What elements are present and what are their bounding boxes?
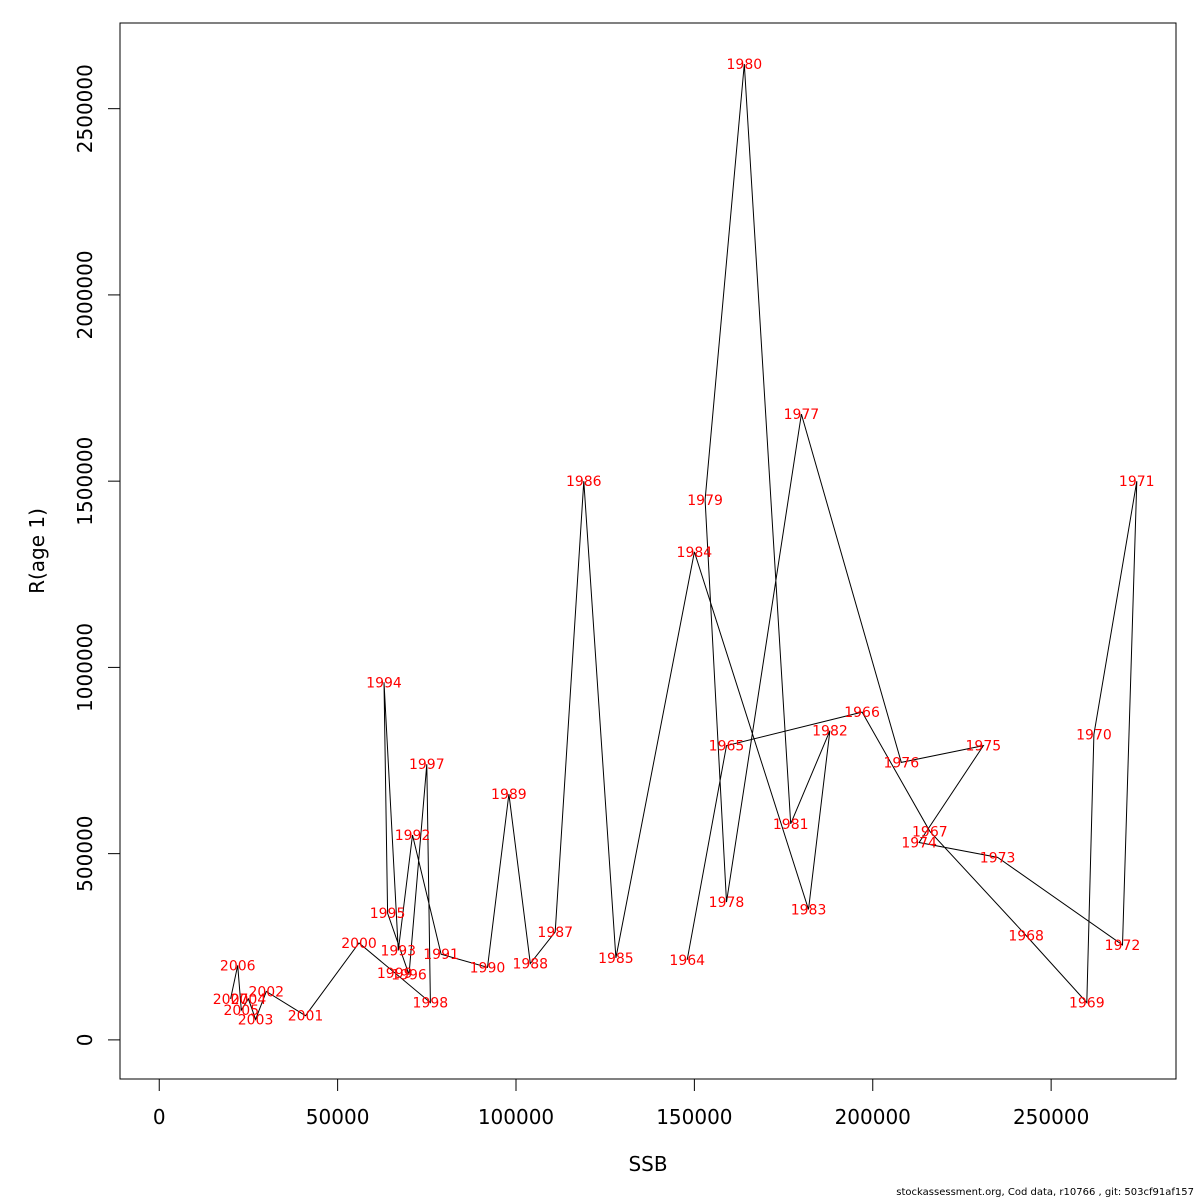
point-label-1988: 1988 (512, 957, 548, 973)
point-label-1994: 1994 (366, 675, 402, 691)
point-label-1984: 1984 (677, 545, 713, 561)
point-label-1995: 1995 (370, 906, 406, 922)
point-label-1974: 1974 (901, 835, 937, 851)
point-label-1968: 1968 (1008, 929, 1044, 945)
y-axis: 0 500000 1000000 1500000 2000000 2500000 (73, 64, 121, 1047)
point-label-1977: 1977 (784, 407, 820, 423)
point-labels: 1964 1965 1966 1967 1968 1969 1970 1971 1972 1973… (213, 57, 1155, 1028)
y-axis-title: R(age 1) (25, 508, 49, 594)
point-label-2001: 2001 (288, 1009, 324, 1025)
point-label-1966: 1966 (844, 705, 880, 721)
series-line (230, 63, 1138, 1021)
footer-credit: stockassessment.org, Cod data, r10766 , … (896, 1187, 1194, 1198)
point-label-1978: 1978 (709, 895, 745, 911)
point-label-1985: 1985 (598, 951, 634, 967)
x-tick-label: 150000 (656, 1105, 732, 1129)
point-label-2000: 2000 (341, 936, 377, 952)
point-label-2004: 2004 (231, 992, 267, 1008)
point-label-1996: 1996 (391, 968, 427, 984)
point-label-1976: 1976 (883, 755, 919, 771)
point-label-2007: 2007 (213, 992, 249, 1008)
point-label-2006: 2006 (220, 958, 256, 974)
point-label-1965: 1965 (709, 739, 745, 755)
x-tick-label: 0 (153, 1105, 166, 1129)
point-label-2002: 2002 (248, 984, 284, 1000)
point-label-1983: 1983 (791, 903, 827, 919)
point-label-2005: 2005 (223, 1003, 259, 1019)
point-label-1987: 1987 (537, 925, 573, 941)
point-label-1997: 1997 (409, 757, 445, 773)
point-label-1971: 1971 (1119, 474, 1155, 490)
point-label-1993: 1993 (380, 943, 416, 959)
y-tick-label: 1000000 (73, 623, 97, 712)
point-label-1972: 1972 (1105, 938, 1141, 954)
x-tick-label: 50000 (306, 1105, 370, 1129)
point-label-1964: 1964 (669, 953, 705, 969)
point-label-1990: 1990 (470, 960, 506, 976)
point-label-1986: 1986 (566, 474, 602, 490)
point-label-1998: 1998 (413, 996, 449, 1012)
y-tick-label: 2500000 (73, 64, 97, 153)
point-label-1981: 1981 (773, 817, 809, 833)
point-label-1970: 1970 (1076, 727, 1112, 743)
x-axis: 0 50000 100000 150000 200000 250000 (153, 1078, 1089, 1129)
point-label-1982: 1982 (812, 724, 848, 740)
point-label-1992: 1992 (395, 828, 431, 844)
point-label-1991: 1991 (423, 947, 459, 963)
point-label-1967: 1967 (912, 824, 948, 840)
y-tick-label: 1500000 (73, 437, 97, 526)
point-label-1980: 1980 (727, 57, 763, 73)
point-label-1975: 1975 (966, 739, 1002, 755)
x-tick-label: 200000 (835, 1105, 911, 1129)
point-label-1973: 1973 (980, 850, 1016, 866)
x-axis-title: SSB (628, 1152, 667, 1176)
x-tick-label: 100000 (478, 1105, 554, 1129)
data-series (230, 63, 1138, 1021)
y-tick-label: 0 (73, 1034, 97, 1047)
point-label-1989: 1989 (491, 787, 527, 803)
x-tick-label: 250000 (1013, 1105, 1089, 1129)
point-label-2003: 2003 (238, 1012, 274, 1028)
y-tick-label: 2000000 (73, 250, 97, 339)
point-label-1999: 1999 (377, 966, 413, 982)
point-label-1969: 1969 (1069, 996, 1105, 1012)
y-tick-label: 500000 (73, 815, 97, 891)
point-label-1979: 1979 (687, 493, 723, 509)
plot-frame (119, 22, 1177, 1080)
